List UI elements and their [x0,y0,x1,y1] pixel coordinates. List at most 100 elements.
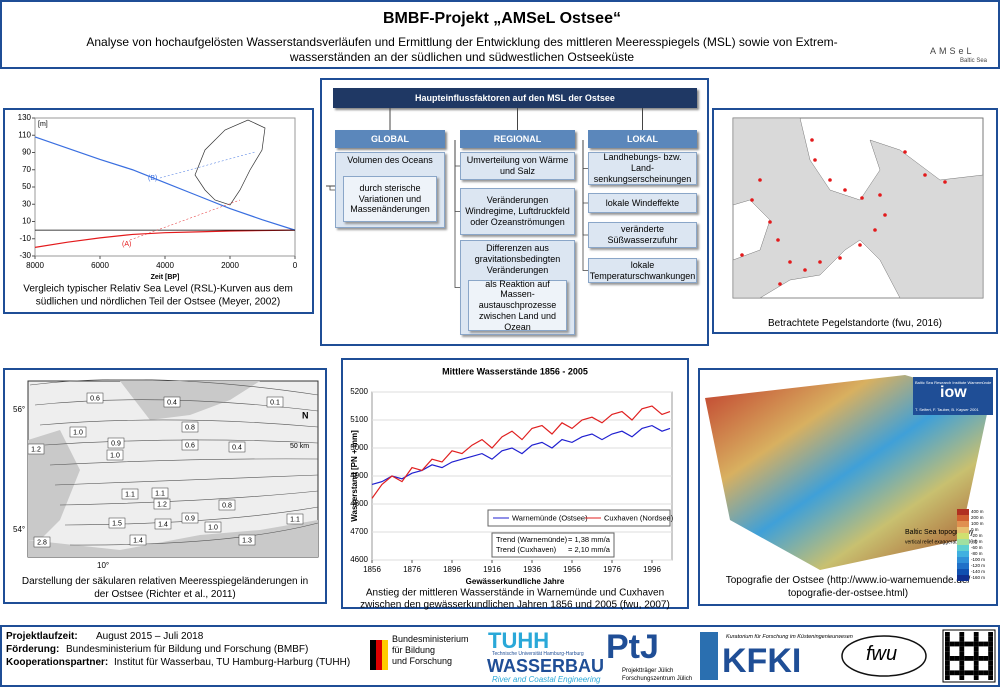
scale-label: 50 km [290,443,309,450]
qr-cell [978,641,984,647]
qr-cell [954,656,960,661]
chart-title: Mittlere Wasserstände 1856 - 2005 [442,366,588,376]
coord-label: 10° [97,561,109,570]
caption: Vergleich typischer Relativ Sea Level (R… [23,284,293,295]
rsl-value: 0.9 [111,440,121,447]
footer-panel [0,625,1000,687]
qr-cell [945,632,950,637]
rsl-value: 0.4 [167,399,177,406]
gauge-station [810,138,814,142]
qr-cell [959,660,965,666]
qr-cell [969,670,974,676]
topo-name: Baltic Sea topography [905,529,974,536]
value-box [286,513,304,525]
trend-box [491,532,615,558]
value-box [107,437,125,449]
gauge-station [818,260,822,264]
tuhh-logo: TUHH [488,628,550,653]
factor-box: lokale Windeffekte [588,193,697,213]
factor-box: Veränderungen Windregime, Luftdruckfeld … [460,188,575,235]
ptj-sub: Forschungszentrum Jülich [622,676,693,682]
depth-swatch [957,509,969,515]
depth-label: 0 m [971,527,979,532]
gauge-station [860,196,864,200]
qr-cell [954,670,960,676]
value-box [238,534,256,546]
series-line [34,136,296,231]
trend-value: = 1,38 mm/a [568,535,611,544]
rsl-value: 1.1 [290,516,300,523]
legend-label: Warnemünde (Ostsee) [512,513,588,522]
gauge-station [838,256,842,260]
connector [159,151,256,179]
rsl-value: 0.1 [270,399,280,406]
connector [129,199,241,241]
x-tick-label: 8000 [26,261,44,270]
rsl-value: 1.5 [112,520,122,527]
topo-note: vertical relief exaggeration 100:1 [905,539,977,545]
kfki-sub: Kuratorium für Forschung im Küsteningeni… [726,634,853,640]
qr-cell [949,656,955,661]
y-tick-label: 10 [22,217,31,226]
qr-cell [959,646,965,652]
depth-swatch [957,539,969,545]
title: BMBF-Projekt „AMSeL Ostsee“ [383,10,621,27]
connector [329,186,335,191]
rsl-value: 1.2 [31,446,41,453]
value-box [181,421,199,433]
value-box [69,426,87,438]
kfki-logo: KFKI [722,642,802,680]
coord-label: 54° [13,525,25,534]
connector [582,140,588,169]
value-box [27,443,45,455]
bmbf-text: für Bildung [392,645,436,655]
depth-swatch [957,533,969,539]
depth-label: -100 m [971,557,985,562]
y-tick-label: 5000 [350,443,368,452]
qr-cell [973,646,979,652]
qr-cell [973,641,979,647]
fwu-logo: fwu [866,643,898,665]
subtitle: Analyse von hochaufgelösten Wasserstands… [86,35,838,49]
depth-label: -20 m [971,533,983,538]
contour [54,474,319,486]
scandinavia-inset [194,119,266,206]
value-box [129,534,147,546]
footer-value: August 2015 – Juli 2018 [96,631,204,642]
depth-swatch [957,575,969,581]
qr-cell [978,670,984,676]
value-box [106,449,124,461]
depth-swatch [957,545,969,551]
value-box [181,439,199,451]
qr-cell [988,651,993,656]
qr-cell [949,670,955,676]
qr-cell [988,675,993,680]
value-box [108,517,126,529]
qr-cell [988,636,993,642]
qr-cell [959,675,965,680]
contour [59,490,319,506]
factor-sub-box: als Reaktion auf Massen-austauschprozess… [468,279,567,332]
y-tick-label: 4700 [350,527,368,536]
value-box [86,392,104,404]
factor-sub-box: durch sterische Variationen und Massenän… [343,176,437,222]
trend-label: Trend (Warnemünde) [496,535,568,544]
rsl-value: 1.4 [133,537,143,544]
y-tick-label: 130 [18,113,32,122]
y-tick-label: 4900 [350,471,368,480]
map-land [28,381,318,557]
value-box [204,521,222,533]
depth-label: -140 m [971,569,985,574]
x-tick-label: 1956 [563,565,581,574]
rsl-value: 0.6 [185,442,195,449]
qr-cell [945,656,950,661]
depth-label: -60 m [971,545,983,550]
depth-label: 100 m [971,521,984,526]
rsl-value: 0.4 [232,444,242,451]
kfki-waves [700,632,718,680]
factor-text: Veränderungen Windregime, Luftdruckfeld … [465,195,570,227]
legend-label: Cuxhaven (Nordsee) [604,513,674,522]
value-box [121,488,139,500]
rsl-value: 0.6 [90,395,100,402]
